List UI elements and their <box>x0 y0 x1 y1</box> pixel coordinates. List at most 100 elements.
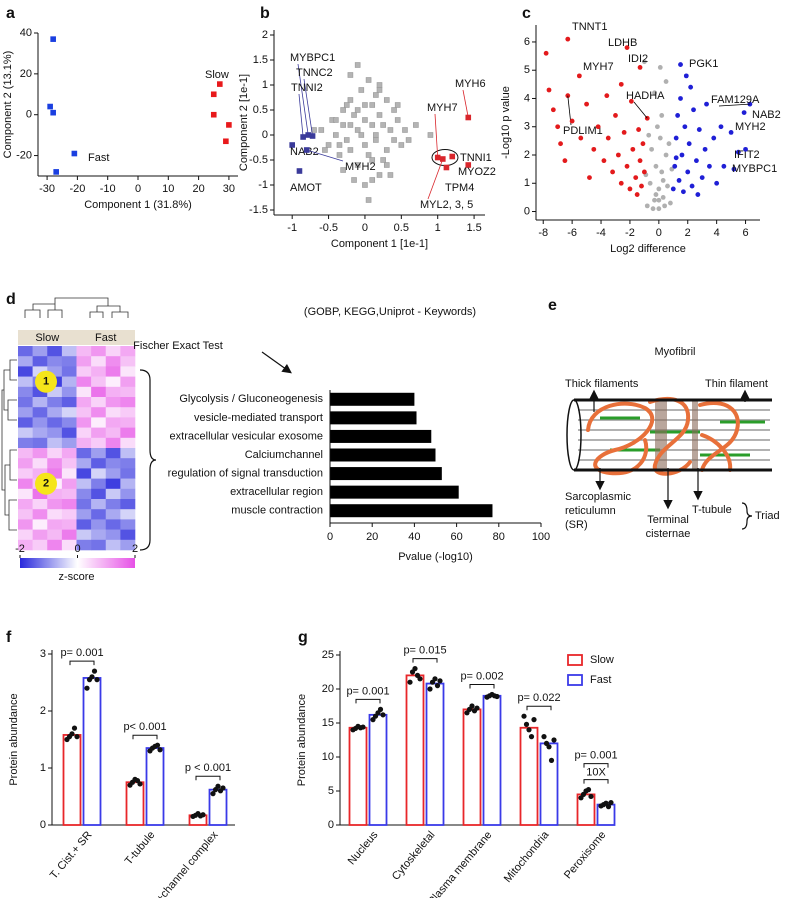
heatmap-cell <box>120 458 136 469</box>
y-axis-label: Protein abundance <box>8 693 20 785</box>
data-point <box>360 724 366 730</box>
point <box>689 183 695 189</box>
heatmap-cell <box>32 437 48 449</box>
heatmap-cell <box>120 376 136 388</box>
y-tick-label: 1 <box>524 177 530 189</box>
heatmap-cell <box>47 448 63 459</box>
heatmap-cell <box>120 509 136 520</box>
bar <box>368 713 388 826</box>
point <box>325 142 332 148</box>
heatmap-cell <box>76 427 92 439</box>
heatmap-cell <box>91 499 107 510</box>
label: Terminal <box>647 514 689 526</box>
heatmap-cell <box>105 356 121 367</box>
point <box>333 132 339 138</box>
data-point <box>469 703 475 709</box>
point-label: MYOZ2 <box>458 166 496 178</box>
bar <box>482 694 502 826</box>
point <box>601 158 607 164</box>
data-point <box>437 678 443 684</box>
y-tick-label: 4 <box>524 92 530 104</box>
y-tick-label: 40 <box>20 27 32 39</box>
heatmap-cell <box>32 529 48 541</box>
point-label: TNNI1 <box>460 152 492 164</box>
point <box>652 197 657 203</box>
data-point <box>91 668 98 674</box>
data-point <box>412 666 418 672</box>
point-label: TNNI2 <box>291 82 323 94</box>
data-point <box>210 791 216 797</box>
point-label: MYL2, 3, 5 <box>420 199 473 211</box>
heatmap-cell <box>105 386 121 398</box>
point <box>659 113 665 118</box>
heatmap-cell <box>61 397 77 408</box>
point <box>576 73 582 79</box>
point <box>565 93 571 99</box>
point <box>578 135 584 141</box>
point <box>376 112 383 118</box>
point <box>633 175 639 181</box>
significance-bracket <box>69 660 95 666</box>
label: Triad <box>755 510 780 522</box>
heatmap-cell <box>61 356 77 367</box>
heatmap-cell <box>32 458 48 469</box>
point-label: TPM4 <box>445 182 474 194</box>
y-tick-label: 25 <box>322 649 334 661</box>
data-point <box>585 787 592 793</box>
heatmap-cell <box>18 427 33 439</box>
leader-line <box>303 78 313 137</box>
x-tick-label: Mitochondria <box>502 828 552 885</box>
panel-letter: b <box>260 5 270 22</box>
point <box>217 81 223 87</box>
heatmap-cell <box>120 488 136 500</box>
heatmap-cell <box>32 488 48 500</box>
x-tick-label: Plasma membrane <box>426 829 495 898</box>
point <box>376 172 383 178</box>
cluster-marker <box>35 370 57 393</box>
heatmap-cell <box>76 356 92 367</box>
point-label: MYH7 <box>427 102 458 114</box>
heatmap-cell <box>120 397 136 408</box>
y-tick-label: 0.5 <box>253 104 268 116</box>
heatmap-cell <box>76 346 92 357</box>
x-tick-label: Peroxisome <box>562 829 609 881</box>
heatmap-cell <box>47 366 63 377</box>
heatmap-cell <box>76 437 92 449</box>
y-tick-label: Glycolysis / Gluconeogenesis <box>179 393 323 405</box>
point <box>427 132 434 138</box>
legend-label: Slow <box>590 654 614 666</box>
heatmap-cell <box>47 397 63 408</box>
panel-letter: c <box>522 5 531 22</box>
x-tick-label: 60 <box>450 531 462 543</box>
colorbar <box>20 558 135 568</box>
point <box>656 206 662 212</box>
heatmap-cell <box>61 519 77 530</box>
heatmap-cell <box>47 509 63 520</box>
point <box>644 203 650 209</box>
y-tick-label: 10 <box>322 751 334 763</box>
heatmap-cell <box>91 448 107 459</box>
heatmap-cell <box>120 386 136 398</box>
point <box>318 127 325 133</box>
point <box>604 93 610 99</box>
heatmap-cell <box>76 448 92 459</box>
point <box>347 122 354 128</box>
significance-bracket <box>195 775 221 781</box>
leader-line <box>297 63 309 136</box>
point <box>654 124 660 130</box>
panel-letter: e <box>548 297 557 314</box>
heatmap-cell <box>61 529 77 541</box>
point <box>373 137 379 143</box>
p-value: p= 0.001 <box>574 750 617 762</box>
point <box>657 135 663 141</box>
panel-letter: d <box>6 291 16 308</box>
heatmap-cell <box>32 346 48 357</box>
x-tick-label: -20 <box>69 183 85 195</box>
heatmap-cell <box>61 458 77 469</box>
data-point <box>494 693 500 700</box>
label: Sarcoplasmic <box>565 491 632 503</box>
heatmap-cell <box>47 427 63 439</box>
label: Thin filament <box>705 378 768 390</box>
heatmap-cell <box>120 366 136 377</box>
heatmap-cell <box>61 386 77 398</box>
